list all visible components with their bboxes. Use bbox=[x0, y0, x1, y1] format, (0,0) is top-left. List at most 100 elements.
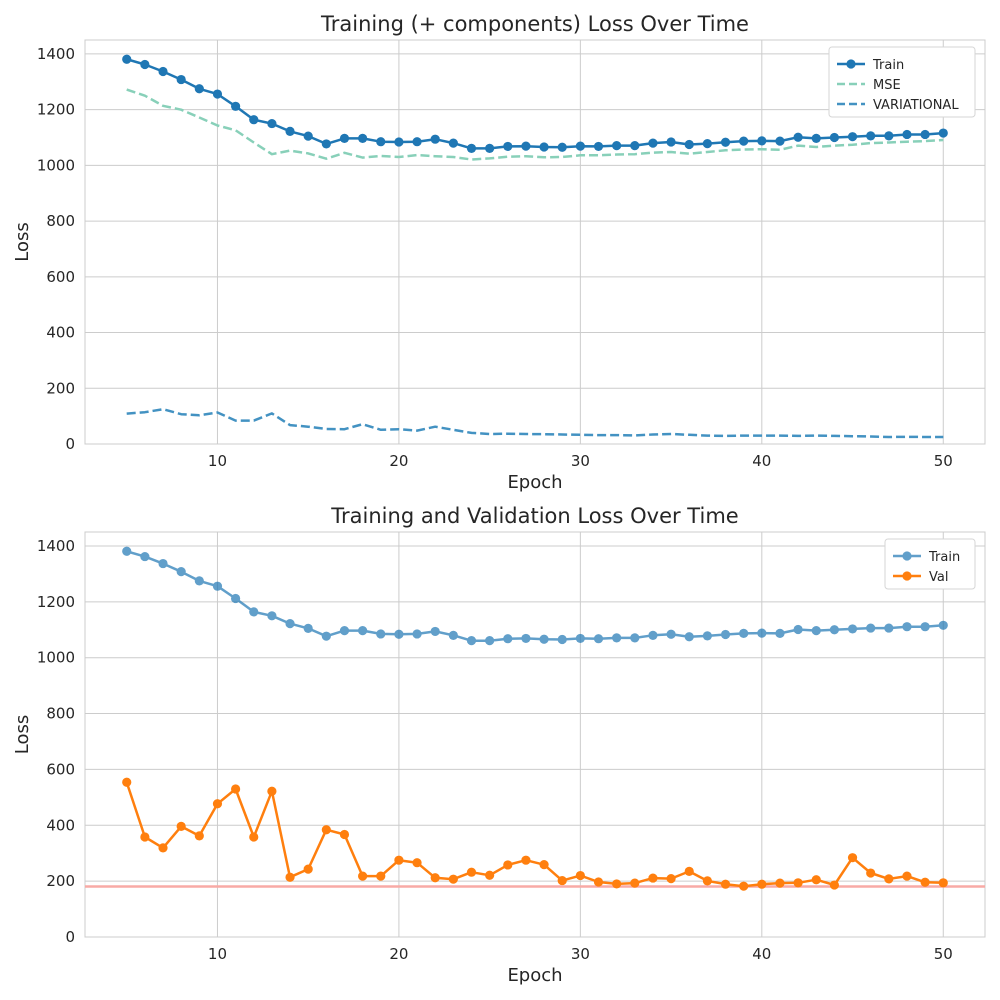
y-tick-label: 1400 bbox=[37, 45, 75, 63]
y-tick-label: 1000 bbox=[37, 156, 75, 174]
data-point bbox=[920, 129, 930, 140]
data-point bbox=[321, 825, 331, 835]
data-point bbox=[412, 629, 422, 639]
data-point bbox=[612, 879, 622, 889]
gridlines bbox=[85, 532, 985, 938]
data-point bbox=[358, 133, 368, 143]
series-mse bbox=[126, 88, 944, 161]
data-point bbox=[448, 630, 458, 640]
data-point bbox=[448, 874, 458, 884]
data-point bbox=[358, 871, 368, 881]
data-point bbox=[485, 870, 495, 880]
data-point bbox=[430, 626, 440, 637]
y-tick-label: 1400 bbox=[37, 537, 75, 555]
data-point bbox=[303, 623, 313, 633]
data-point bbox=[593, 634, 604, 644]
legend-label: Train bbox=[928, 550, 960, 565]
data-point bbox=[720, 137, 731, 147]
series-line bbox=[126, 407, 944, 439]
y-axis-label: Loss bbox=[12, 715, 33, 754]
data-point bbox=[884, 874, 894, 884]
data-point bbox=[466, 867, 477, 877]
y-axis-label: Loss bbox=[12, 222, 33, 261]
x-tick-label: 50 bbox=[934, 945, 953, 963]
data-point bbox=[775, 628, 785, 638]
data-point bbox=[902, 871, 912, 881]
series-line bbox=[125, 781, 944, 888]
data-point bbox=[866, 868, 876, 878]
series-train bbox=[122, 54, 948, 153]
data-point bbox=[503, 860, 513, 870]
legend-marker bbox=[846, 59, 856, 69]
data-point bbox=[267, 118, 277, 129]
data-point bbox=[231, 784, 241, 794]
x-tick-label: 10 bbox=[208, 945, 227, 963]
x-tick-label: 20 bbox=[389, 452, 408, 470]
data-point bbox=[666, 629, 676, 639]
y-tick-label: 200 bbox=[46, 379, 75, 397]
legend: Train MSE VARIATIONAL bbox=[828, 46, 976, 118]
data-point bbox=[212, 581, 223, 591]
data-point bbox=[539, 142, 549, 152]
data-point bbox=[684, 866, 694, 876]
x-tick-label: 10 bbox=[208, 452, 227, 470]
data-point bbox=[612, 140, 622, 151]
data-point bbox=[884, 131, 894, 141]
data-point bbox=[575, 633, 585, 644]
data-point bbox=[847, 132, 858, 142]
x-tick-label: 40 bbox=[752, 452, 771, 470]
data-point bbox=[140, 59, 150, 70]
data-point bbox=[739, 136, 749, 146]
data-point bbox=[539, 634, 549, 644]
y-tick-label: 0 bbox=[65, 435, 75, 453]
data-point bbox=[285, 126, 295, 136]
data-point bbox=[593, 877, 604, 887]
data-point bbox=[339, 829, 350, 840]
data-point bbox=[194, 831, 204, 841]
legend-label: Train bbox=[872, 58, 904, 73]
data-point bbox=[720, 629, 731, 640]
data-point bbox=[176, 567, 186, 577]
data-point bbox=[739, 628, 749, 638]
plot-area bbox=[84, 531, 986, 938]
data-point bbox=[575, 870, 585, 881]
y-tick-label: 1200 bbox=[37, 593, 75, 611]
data-point bbox=[466, 636, 477, 646]
data-point bbox=[122, 777, 132, 787]
x-tick-label: 40 bbox=[752, 945, 771, 963]
data-point bbox=[466, 143, 477, 153]
series-line bbox=[126, 88, 944, 161]
legend-item bbox=[893, 551, 921, 561]
data-point bbox=[158, 843, 168, 853]
data-point bbox=[829, 132, 839, 143]
y-tick-label: 600 bbox=[46, 268, 75, 286]
data-point bbox=[739, 881, 749, 891]
data-point bbox=[249, 607, 259, 617]
series-line bbox=[126, 550, 944, 642]
data-point bbox=[593, 141, 604, 152]
data-point bbox=[212, 799, 223, 809]
data-point bbox=[303, 864, 313, 874]
legend-item bbox=[837, 59, 865, 69]
y-tick-label: 400 bbox=[46, 324, 75, 342]
legend-box bbox=[828, 46, 976, 118]
y-tick-label: 1000 bbox=[37, 649, 75, 667]
data-point bbox=[412, 858, 422, 868]
data-point bbox=[285, 872, 295, 882]
data-point bbox=[938, 620, 948, 630]
data-point bbox=[829, 880, 839, 890]
data-point bbox=[902, 622, 912, 632]
data-point bbox=[866, 623, 876, 633]
data-point bbox=[485, 636, 495, 646]
series-variational bbox=[126, 407, 944, 439]
data-point bbox=[212, 89, 223, 99]
data-point bbox=[702, 876, 712, 886]
data-point bbox=[448, 138, 458, 148]
gridlines bbox=[85, 40, 985, 445]
y-tick-label: 400 bbox=[46, 816, 75, 834]
data-point bbox=[376, 629, 386, 639]
data-point bbox=[884, 623, 894, 633]
data-point bbox=[321, 139, 331, 149]
data-point bbox=[938, 878, 948, 888]
data-point bbox=[938, 128, 948, 138]
